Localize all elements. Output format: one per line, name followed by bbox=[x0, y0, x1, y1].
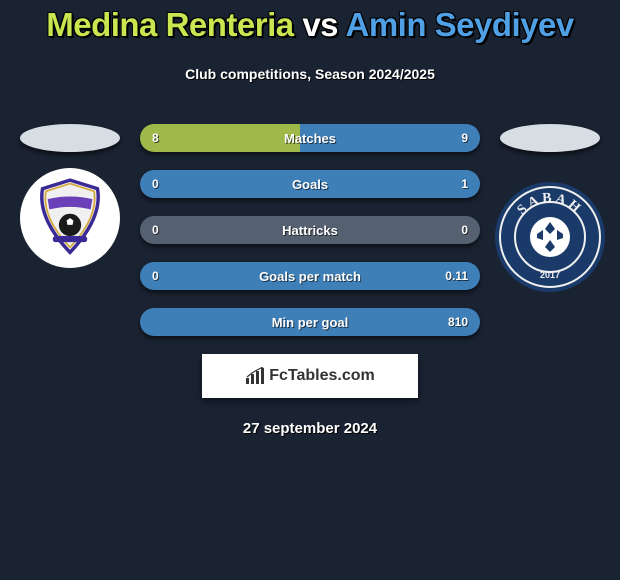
title-player-right: Amin Seydiyev bbox=[345, 6, 573, 43]
comparison-title: Medina Renteria vs Amin Seydiyev bbox=[0, 6, 620, 44]
stat-right-value: 810 bbox=[448, 315, 468, 329]
title-player-left: Medina Renteria bbox=[46, 6, 293, 43]
stat-label: Goals bbox=[140, 177, 480, 192]
source-logo-text: FcTables.com bbox=[245, 367, 375, 385]
stat-label: Matches bbox=[140, 131, 480, 146]
stat-label: Goals per match bbox=[140, 269, 480, 284]
stat-row-hattricks: 0 Hattricks 0 bbox=[140, 216, 480, 244]
stat-label: Hattricks bbox=[140, 223, 480, 238]
stat-right-value: 1 bbox=[461, 177, 468, 191]
barchart-icon bbox=[245, 367, 265, 385]
stats-rows: 8 Matches 9 0 Goals 1 0 Hattricks 0 0 Go… bbox=[140, 124, 480, 336]
stat-row-goals: 0 Goals 1 bbox=[140, 170, 480, 198]
player-left-column bbox=[10, 124, 130, 268]
club-badge-left bbox=[20, 168, 120, 268]
source-logo: FcTables.com bbox=[202, 354, 418, 398]
stat-left-value: 0 bbox=[152, 223, 159, 237]
stat-right-value: 0.11 bbox=[445, 269, 468, 283]
stat-right-value: 9 bbox=[461, 131, 468, 145]
source-logo-label: FcTables.com bbox=[269, 367, 375, 385]
player-left-avatar-placeholder bbox=[20, 124, 120, 152]
stat-left-value: 8 bbox=[152, 131, 159, 145]
stat-row-gpm: 0 Goals per match 0.11 bbox=[140, 262, 480, 290]
stat-left-value: 0 bbox=[152, 269, 159, 283]
stat-row-matches: 8 Matches 9 bbox=[140, 124, 480, 152]
club-badge-right: SABAH 2017 bbox=[495, 182, 605, 292]
qarabag-crest-icon bbox=[27, 175, 113, 261]
sabah-crest-icon: SABAH 2017 bbox=[495, 182, 605, 292]
stat-row-mpg: Min per goal 810 bbox=[140, 308, 480, 336]
svg-text:2017: 2017 bbox=[540, 270, 560, 280]
comparison-subtitle: Club competitions, Season 2024/2025 bbox=[0, 66, 620, 82]
stat-left-value: 0 bbox=[152, 177, 159, 191]
player-right-column: SABAH 2017 bbox=[490, 124, 610, 292]
stats-block: SABAH 2017 8 Matches 9 0 bbox=[0, 124, 620, 336]
stat-label: Min per goal bbox=[140, 315, 480, 330]
snapshot-date: 27 september 2024 bbox=[0, 420, 620, 437]
stat-right-value: 0 bbox=[461, 223, 468, 237]
player-right-avatar-placeholder bbox=[500, 124, 600, 152]
title-vs: vs bbox=[302, 6, 338, 43]
